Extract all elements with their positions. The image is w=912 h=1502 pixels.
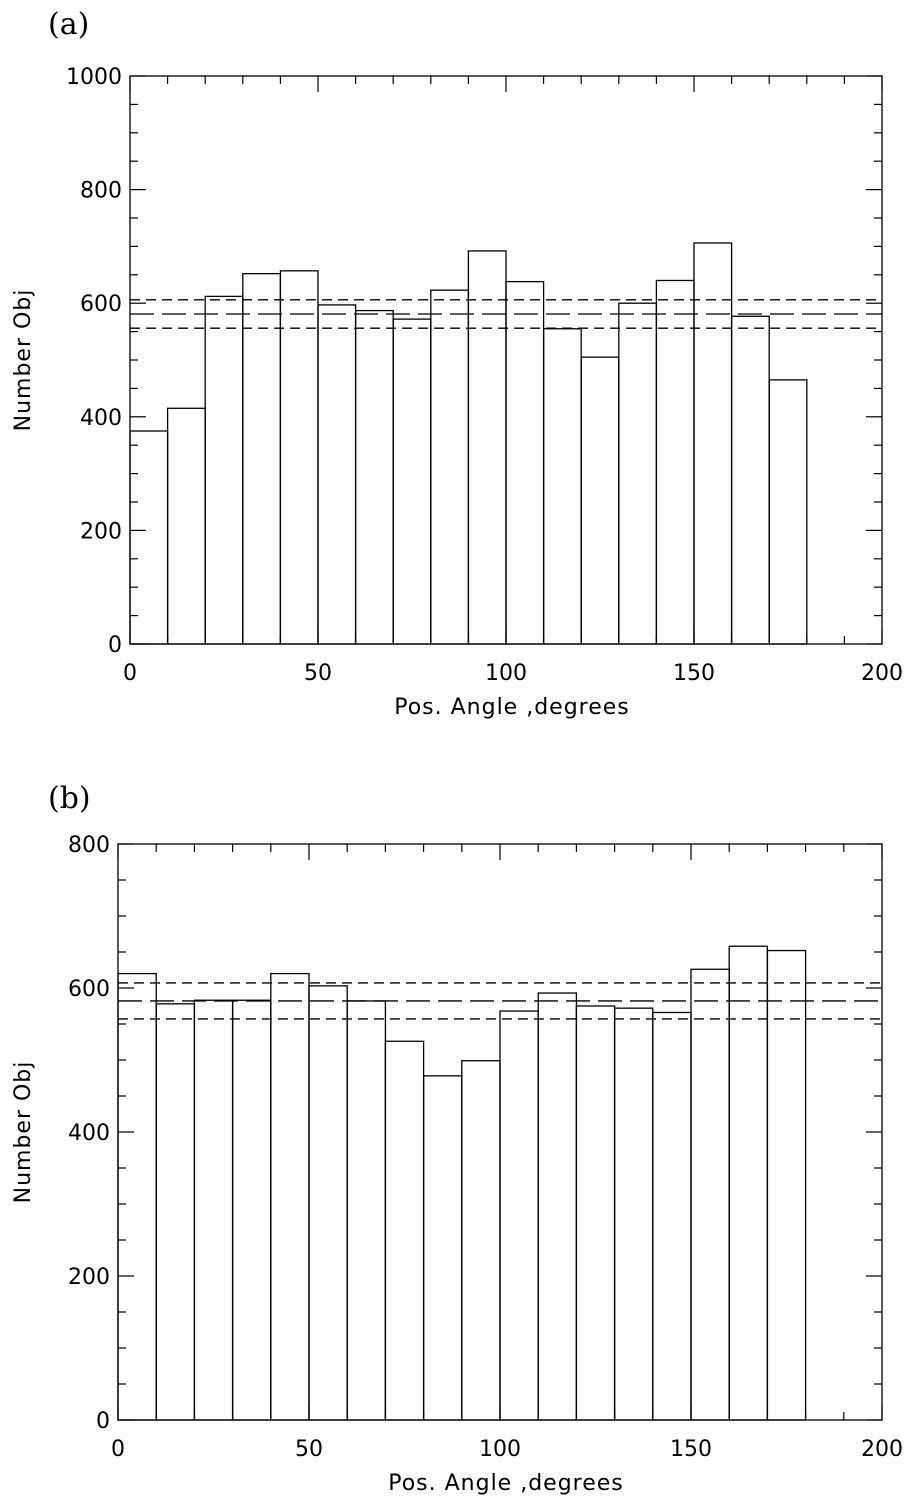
bar-80-90 — [422, 1075, 463, 1421]
bar-10-20 — [166, 407, 206, 645]
bar-80-90 — [430, 289, 470, 645]
x-axis-title: Pos. Angle ,degrees — [394, 695, 630, 720]
x-tick-label: 0 — [111, 1437, 125, 1462]
y-tick-label: 600 — [68, 977, 110, 1002]
y-tick-label: 1000 — [66, 65, 122, 90]
panel-label: (a) — [48, 7, 89, 42]
chart-panel-b: (b) 0 50 100 150 200 0 200 400 600 800 Pos. Angle ,… — [11, 781, 903, 1496]
bar-40-50 — [279, 270, 319, 645]
bar-10-20 — [155, 1003, 196, 1421]
bar-50-60 — [308, 985, 348, 1421]
bar-0-10 — [129, 430, 169, 645]
y-tick-label: 800 — [68, 833, 110, 858]
bar-20-30 — [204, 295, 244, 645]
bar-60-70 — [346, 1000, 387, 1421]
y-tick-label: 800 — [80, 179, 122, 204]
x-tick-label: 150 — [673, 661, 715, 686]
y-axis-title: Number Obj — [11, 1061, 36, 1204]
bar-90-100 — [467, 250, 507, 645]
bar-100-110 — [499, 1010, 539, 1421]
bar-160-170 — [730, 315, 770, 645]
bar-90-100 — [461, 1060, 501, 1421]
x-tick-label: 100 — [485, 661, 527, 686]
x-tick-label: 0 — [123, 661, 137, 686]
bar-100-110 — [505, 280, 545, 645]
x-tick-label: 150 — [670, 1437, 712, 1462]
bar-140-150 — [652, 1011, 692, 1421]
bar-20-30 — [193, 999, 234, 1421]
bar-70-80 — [392, 318, 432, 645]
y-tick-label: 400 — [68, 1121, 110, 1146]
bar-110-120 — [537, 992, 578, 1421]
bar-150-160 — [693, 242, 733, 645]
x-tick-label: 100 — [479, 1437, 521, 1462]
y-tick-label: 0 — [108, 633, 122, 658]
bar-130-140 — [618, 302, 658, 645]
bar-120-130 — [580, 356, 620, 645]
bar-170-180 — [768, 379, 808, 645]
y-tick-label: 400 — [80, 406, 122, 431]
bar-40-50 — [270, 972, 310, 1421]
x-axis-title: Pos. Angle ,degrees — [388, 1471, 624, 1496]
x-tick-label: 200 — [861, 661, 903, 686]
bar-series — [129, 242, 808, 645]
y-axis-title: Number Obj — [11, 289, 36, 432]
bar-160-170 — [728, 945, 769, 1421]
bar-150-160 — [690, 968, 730, 1421]
bar-170-180 — [766, 949, 807, 1421]
bar-50-60 — [317, 304, 357, 645]
panel-label: (b) — [48, 781, 91, 816]
y-tick-label: 200 — [68, 1265, 110, 1290]
bar-110-120 — [542, 328, 582, 645]
bar-0-10 — [117, 972, 157, 1421]
bar-series — [117, 945, 807, 1421]
bar-30-40 — [242, 273, 282, 645]
x-tick-label: 50 — [304, 661, 332, 686]
y-tick-label: 0 — [96, 1409, 110, 1434]
bar-70-80 — [384, 1040, 425, 1421]
x-tick-label: 50 — [295, 1437, 323, 1462]
bar-120-130 — [575, 1005, 616, 1421]
chart-panel-a: (a) 0 50 100 150 200 0 200 400 600 800 1000 Pos. Ang… — [11, 7, 903, 720]
x-tick-label: 200 — [861, 1437, 903, 1462]
bar-30-40 — [231, 999, 272, 1421]
bar-130-140 — [613, 1007, 654, 1421]
y-tick-label: 200 — [80, 519, 122, 544]
y-tick-label: 600 — [80, 292, 122, 317]
bar-60-70 — [354, 309, 394, 645]
bar-140-150 — [655, 279, 695, 645]
